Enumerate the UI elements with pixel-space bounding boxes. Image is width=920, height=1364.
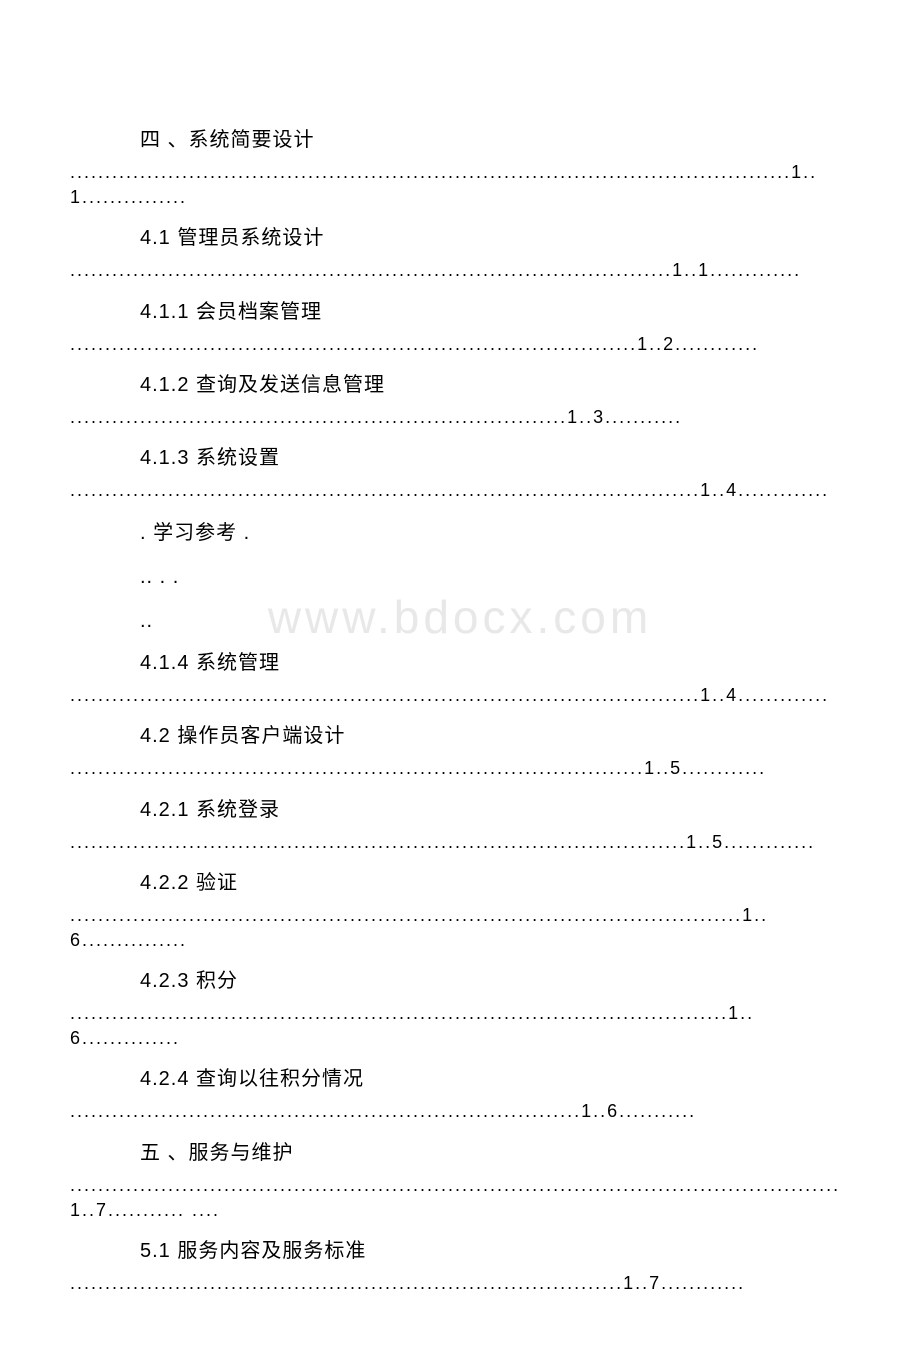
toc-leader: ........................................… xyxy=(70,756,850,781)
toc-title: 4.1.2 查询及发送信息管理 xyxy=(70,365,850,405)
toc-leader: ........................................… xyxy=(70,1099,850,1124)
toc-title: 4.2 操作员客户端设计 xyxy=(70,716,850,756)
toc-leader: ........................................… xyxy=(70,830,850,855)
toc-entry: 4.2.2 验证 ...............................… xyxy=(70,863,850,953)
toc-entry: 4.1 管理员系统设计 ............................… xyxy=(70,218,850,283)
mid-line: . 学习参考 . xyxy=(70,511,850,555)
toc-entry: 4.2.3 积分 ...............................… xyxy=(70,961,850,1051)
toc-title: 4.1.3 系统设置 xyxy=(70,438,850,478)
toc-title: 4.1.1 会员档案管理 xyxy=(70,292,850,332)
toc-leader: ........................................… xyxy=(70,903,850,953)
toc-title: 4.2.1 系统登录 xyxy=(70,790,850,830)
toc-leader: ........................................… xyxy=(70,478,850,503)
toc-leader: ........................................… xyxy=(70,1271,850,1296)
toc-leader: ........................................… xyxy=(70,160,850,210)
toc-entry: 4.2.1 系统登录 .............................… xyxy=(70,790,850,855)
toc-title: 4.2.2 验证 xyxy=(70,863,850,903)
toc-entry: 4.1.3 系统设置 .............................… xyxy=(70,438,850,503)
toc-entry: 4.2.4 查询以往积分情况 .........................… xyxy=(70,1059,850,1124)
toc-entry: 4.1.2 查询及发送信息管理 ........................… xyxy=(70,365,850,430)
toc-title: 5.1 服务内容及服务标准 xyxy=(70,1231,850,1271)
toc-title: 4.1.4 系统管理 xyxy=(70,643,850,683)
toc-leader: ........................................… xyxy=(70,405,850,430)
toc-entry: 四 、系统简要设计 ..............................… xyxy=(70,120,850,210)
toc-leader: ........................................… xyxy=(70,1173,850,1223)
toc-leader: ........................................… xyxy=(70,258,850,283)
toc-leader: ........................................… xyxy=(70,683,850,708)
mid-line: .. . . xyxy=(70,555,850,599)
toc-leader: ........................................… xyxy=(70,1001,850,1051)
toc-entry: 4.1.1 会员档案管理 ...........................… xyxy=(70,292,850,357)
toc-title: 4.2.3 积分 xyxy=(70,961,850,1001)
toc-entry: 4.2 操作员客户端设计 ...........................… xyxy=(70,716,850,781)
toc-entry: 五 、服务与维护 ...............................… xyxy=(70,1133,850,1223)
document-page: 四 、系统简要设计 ..............................… xyxy=(0,0,920,1364)
toc-entry: 5.1 服务内容及服务标准 ..........................… xyxy=(70,1231,850,1296)
toc-title: 4.2.4 查询以往积分情况 xyxy=(70,1059,850,1099)
toc-entry: 4.1.4 系统管理 .............................… xyxy=(70,643,850,708)
toc-title: 五 、服务与维护 xyxy=(70,1133,850,1173)
mid-line: .. xyxy=(70,599,850,643)
toc-title: 四 、系统简要设计 xyxy=(70,120,850,160)
toc-leader: ........................................… xyxy=(70,332,850,357)
toc-title: 4.1 管理员系统设计 xyxy=(70,218,850,258)
